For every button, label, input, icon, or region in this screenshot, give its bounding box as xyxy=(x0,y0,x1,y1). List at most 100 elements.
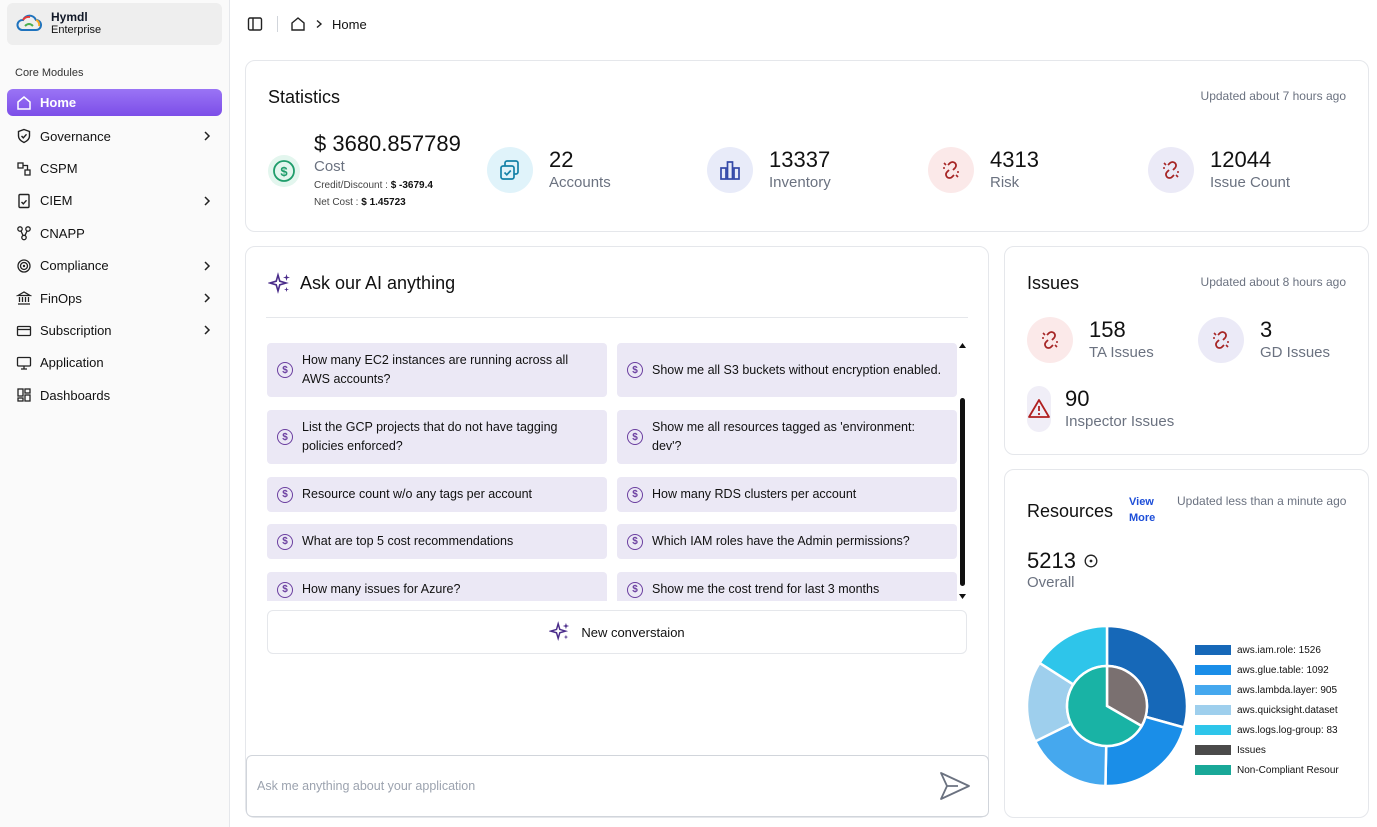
dollar-icon: $ xyxy=(277,486,293,503)
ask-input[interactable] xyxy=(257,774,907,798)
scroll-down-icon[interactable] xyxy=(959,594,966,599)
scroll-up-icon[interactable] xyxy=(959,343,966,348)
suggestion-chip[interactable]: $ How many issues for Azure? xyxy=(267,572,607,601)
legend-label: aws.glue.table: 1092 xyxy=(1237,664,1329,676)
broken-link-icon xyxy=(1198,317,1244,363)
suggestion-chip[interactable]: $ Show me the cost trend for last 3 month… xyxy=(617,572,957,601)
stat-inventory[interactable]: 13337 Inventory xyxy=(707,147,831,193)
sparkles-icon xyxy=(268,272,290,294)
monitor-icon xyxy=(15,354,33,372)
issue-count-label: Issue Count xyxy=(1210,174,1291,191)
stat-risk[interactable]: 4313 Risk xyxy=(928,147,1039,193)
risk-label: Risk xyxy=(990,174,1020,191)
view-more-link[interactable]: View More xyxy=(1129,496,1156,524)
dollar-icon: $ xyxy=(268,155,300,187)
issue-gd[interactable]: 3 GD Issues xyxy=(1198,317,1330,363)
issue-inspector[interactable]: 90 Inspector Issues xyxy=(1027,386,1174,432)
issue-count-value: 12044 xyxy=(1210,147,1272,172)
sidebar-item-label: Dashboards xyxy=(40,387,111,403)
suggestion-chip[interactable]: $ Show me all S3 buckets without encrypti… xyxy=(617,343,957,397)
legend-label: aws.quicksight.dataset xyxy=(1237,704,1338,716)
sidebar-nav: Home Governance CSPM CIEM CNAPP Complian… xyxy=(7,89,222,412)
stat-cost[interactable]: $ $ 3680.857789 Cost Credit/Discount : $… xyxy=(268,131,461,211)
legend-swatch xyxy=(1195,665,1231,675)
legend-item[interactable]: Non-Compliant Resour xyxy=(1195,760,1360,780)
new-conversation-button[interactable]: New converstaion xyxy=(267,610,967,654)
suggestion-chip[interactable]: $ Which IAM roles have the Admin permissi… xyxy=(617,524,957,559)
sidebar-item-label: Subscription xyxy=(40,323,112,339)
accounts-icon xyxy=(487,147,533,193)
sidebar-toggle-icon[interactable] xyxy=(247,16,263,32)
sidebar-item-dashboards[interactable]: Dashboards xyxy=(7,379,222,411)
resources-updated: Updated less than a minute ago xyxy=(1177,494,1347,508)
dollar-icon: $ xyxy=(277,533,293,550)
sidebar-item-ciem[interactable]: CIEM xyxy=(7,185,222,217)
inventory-value: 13337 xyxy=(769,147,831,172)
suggestion-chip[interactable]: $ Resource count w/o any tags per account xyxy=(267,477,607,512)
inner-slice-non-compliant-resources[interactable] xyxy=(1065,664,1144,748)
header-divider xyxy=(277,16,278,32)
legend-item[interactable]: aws.quicksight.dataset xyxy=(1195,700,1360,720)
stat-issue-count[interactable]: 12044 Issue Count xyxy=(1148,147,1290,193)
suggestion-chip[interactable]: $ How many EC2 instances are running acro… xyxy=(267,343,607,397)
issue-ta[interactable]: 158 TA Issues xyxy=(1027,317,1154,363)
send-icon[interactable] xyxy=(938,769,972,803)
suggestion-scrollbar[interactable] xyxy=(957,343,967,601)
sidebar-item-finops[interactable]: FinOps xyxy=(7,282,222,314)
dollar-icon: $ xyxy=(627,362,643,378)
shield-check-icon xyxy=(15,127,33,145)
chevron-right-icon xyxy=(204,293,211,303)
legend-label: Issues xyxy=(1237,744,1266,756)
stat-accounts[interactable]: 22 Accounts xyxy=(487,147,611,193)
brand-switcher[interactable]: Hymdl Enterprise xyxy=(7,3,222,45)
sidebar-item-application[interactable]: Application xyxy=(7,347,222,379)
suggestion-chip[interactable]: $ How many RDS clusters per account xyxy=(617,477,957,512)
legend-item[interactable]: aws.lambda.layer: 905 xyxy=(1195,680,1360,700)
sidebar-item-compliance[interactable]: Compliance xyxy=(7,250,222,282)
ai-divider xyxy=(266,317,968,318)
sidebar-item-governance[interactable]: Governance xyxy=(7,120,222,152)
legend-label: aws.lambda.layer: 905 xyxy=(1237,684,1338,696)
file-check-icon xyxy=(15,192,33,210)
dollar-icon: $ xyxy=(627,581,643,598)
info-icon[interactable] xyxy=(1084,554,1098,568)
suggestion-chip[interactable]: $ List the GCP projects that do not have … xyxy=(267,410,607,464)
legend-label: Non-Compliant Resour xyxy=(1237,764,1339,776)
sidebar-item-label: Application xyxy=(40,355,104,371)
cloud-logo-icon xyxy=(16,14,42,31)
target-icon xyxy=(15,257,33,275)
legend-label: aws.iam.role: 1526 xyxy=(1237,644,1321,656)
home-icon[interactable] xyxy=(290,16,306,32)
scrollbar-thumb[interactable] xyxy=(960,398,965,586)
resources-card: Resources View More Updated less than a … xyxy=(1004,469,1369,818)
broken-link-icon xyxy=(1027,317,1073,363)
cost-value: $ 3680.857789 xyxy=(314,131,461,156)
legend-item[interactable]: Issues xyxy=(1195,740,1360,760)
legend-item[interactable]: aws.logs.log-group: 83 xyxy=(1195,720,1360,740)
gd-issues-value: 3 xyxy=(1260,317,1273,342)
suggestion-chip[interactable]: $ Show me all resources tagged as 'enviro… xyxy=(617,410,957,464)
sidebar-item-subscription[interactable]: Subscription xyxy=(7,314,222,346)
sidebar: Hymdl Enterprise Core Modules Home Gover… xyxy=(0,0,230,827)
legend-swatch xyxy=(1195,705,1231,715)
sidebar-item-label: CNAPP xyxy=(40,225,85,241)
sidebar-item-home[interactable]: Home xyxy=(7,89,222,116)
chevron-right-icon xyxy=(204,131,211,141)
warning-icon xyxy=(1027,386,1051,432)
suggestion-chip[interactable]: $ What are top 5 cost recommendations xyxy=(267,524,607,559)
sidebar-item-cnapp[interactable]: CNAPP xyxy=(7,217,222,249)
dollar-icon: $ xyxy=(627,429,643,445)
issues-updated: Updated about 8 hours ago xyxy=(1200,275,1346,289)
issues-title: Issues xyxy=(1027,273,1080,293)
legend-item[interactable]: aws.glue.table: 1092 xyxy=(1195,660,1360,680)
legend-item[interactable]: aws.iam.role: 1526 xyxy=(1195,640,1360,660)
bank-icon xyxy=(15,289,33,307)
credit-discount: Credit/Discount : $ -3679.4 xyxy=(314,180,433,191)
bar-chart-icon xyxy=(707,147,753,193)
breadcrumb[interactable]: Home xyxy=(332,16,367,32)
ai-card: Ask our AI anything $ How many EC2 instan… xyxy=(245,246,989,818)
dollar-icon: $ xyxy=(277,581,293,598)
sidebar-item-label: FinOps xyxy=(40,290,82,306)
gd-issues-label: GD Issues xyxy=(1260,344,1331,361)
sidebar-item-cspm[interactable]: CSPM xyxy=(7,152,222,184)
